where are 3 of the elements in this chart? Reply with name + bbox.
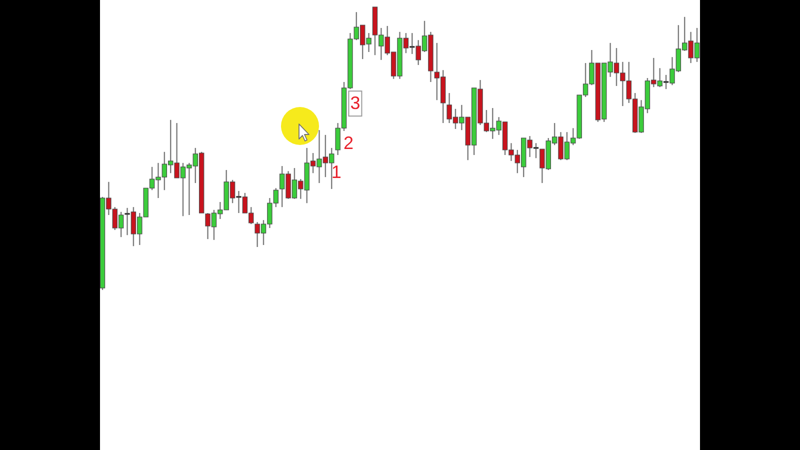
annotation: 2 bbox=[344, 132, 354, 153]
annotation: 3 bbox=[350, 93, 360, 114]
annotation: 1 bbox=[331, 162, 342, 182]
